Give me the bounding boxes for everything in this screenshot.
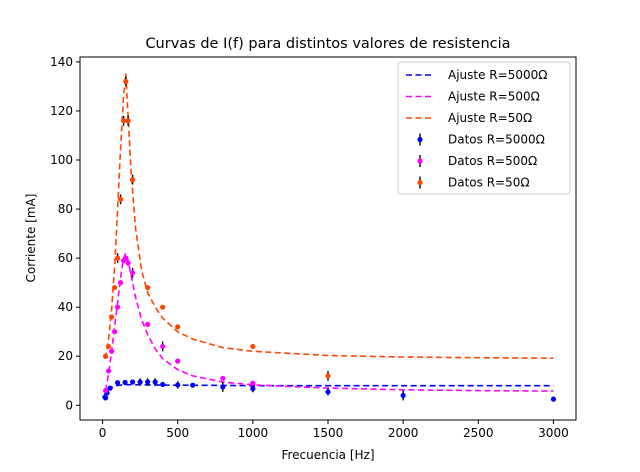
legend-label: Datos R=50Ω: [448, 176, 530, 190]
data-point-series-5: [105, 343, 112, 350]
data-point-series-3: [145, 379, 151, 385]
data-point-series-5: [111, 284, 118, 291]
legend: Ajuste R=5000Ω Ajuste R=500Ω Ajuste R=50Ω D…: [397, 61, 571, 195]
data-point-series-3: [130, 379, 136, 385]
plot-area: 0 500 1000 1500 2000 2500 3000 0 20 40 60 80 100 120…: [50, 55, 577, 440]
legend-marker-swatch: [417, 136, 423, 143]
data-point-series-4: [105, 368, 112, 374]
data-point-series-3: [160, 381, 166, 388]
data-point-series-5: [114, 255, 121, 261]
x-tick-label: 0: [99, 426, 107, 440]
x-tick-label: 500: [166, 426, 189, 440]
y-axis-label: Corriente [mA]: [24, 194, 38, 283]
x-tick-label: 2500: [463, 426, 494, 440]
data-point-series-3: [114, 380, 121, 386]
y-tick-label: 40: [58, 300, 73, 314]
y-tick-label: 120: [50, 104, 73, 118]
data-point-series-3: [122, 379, 128, 386]
data-point-series-4: [175, 358, 181, 364]
x-axis-label: Frecuencia [Hz]: [281, 448, 374, 462]
data-point-series-3: [250, 386, 256, 392]
legend-box: [397, 61, 571, 195]
x-tick-label: 3000: [538, 426, 569, 440]
data-point-series-4: [108, 348, 115, 354]
data-point-series-3: [550, 396, 557, 402]
y-tick-label: 100: [50, 153, 73, 167]
data-point-series-5: [125, 118, 131, 124]
data-point-series-5: [160, 304, 166, 310]
legend-items: Ajuste R=5000Ω Ajuste R=500Ω Ajuste R=50Ω D…: [406, 68, 547, 190]
data-point-series-3: [107, 385, 113, 391]
data-point-series-5: [102, 353, 109, 359]
fit-line-series-1: [104, 252, 554, 392]
data-point-series-4: [220, 375, 226, 381]
data-point-series-3: [325, 389, 331, 395]
data-point-series-5: [175, 324, 181, 330]
data-point-series-5: [123, 78, 129, 85]
x-axis-ticks: 0 500 1000 1500 2000 2500 3000: [99, 420, 569, 440]
data-point-series-4: [102, 387, 109, 394]
data-point-series-5: [325, 373, 331, 379]
data-point-series-4: [117, 280, 124, 286]
y-tick-label: 20: [58, 349, 73, 363]
x-tick-label: 1000: [238, 426, 269, 440]
data-point-series-5: [130, 177, 136, 183]
y-tick-label: 0: [65, 398, 73, 412]
data-point-series-4: [130, 270, 136, 276]
y-tick-label: 80: [58, 202, 73, 216]
legend-label: Datos R=500Ω: [448, 154, 537, 168]
data-point-series-3: [152, 379, 158, 385]
legend-label: Ajuste R=500Ω: [448, 90, 540, 104]
y-tick-label: 60: [58, 251, 73, 265]
data-point-series-3: [400, 392, 406, 399]
data-point-series-4: [145, 321, 151, 327]
x-tick-label: 1500: [313, 426, 344, 440]
chart-title: Curvas de I(f) para distintos valores de…: [145, 36, 510, 52]
data-point-series-5: [108, 314, 115, 320]
legend-label: Ajuste R=50Ω: [448, 111, 532, 125]
data-point-series-5: [145, 284, 151, 291]
fit-line-series-2: [104, 73, 554, 359]
data-point-series-4: [114, 304, 121, 310]
data-point-series-4: [250, 380, 256, 386]
y-axis-ticks: 0 20 40 60 80 100 120 140: [50, 55, 80, 412]
data-point-series-5: [120, 118, 127, 124]
legend-label: Datos R=5000Ω: [448, 133, 545, 147]
data-point-series-4: [125, 260, 131, 266]
data-point-series-3: [220, 384, 226, 390]
data-point-series-4: [123, 255, 129, 261]
data-point-series-4: [160, 343, 166, 350]
legend-label: Ajuste R=5000Ω: [448, 68, 547, 82]
data-point-series-4: [111, 329, 118, 335]
data-point-series-3: [175, 382, 181, 388]
data-point-series-5: [117, 196, 124, 202]
data-point-series-3: [190, 382, 196, 388]
data-points: [102, 76, 557, 402]
legend-marker-swatch: [417, 179, 423, 186]
data-point-series-5: [250, 343, 256, 350]
data-point-series-3: [102, 395, 109, 401]
data-point-series-3: [137, 379, 143, 385]
legend-marker-swatch: [417, 158, 423, 164]
y-tick-label: 140: [50, 55, 73, 69]
x-tick-label: 2000: [388, 426, 419, 440]
